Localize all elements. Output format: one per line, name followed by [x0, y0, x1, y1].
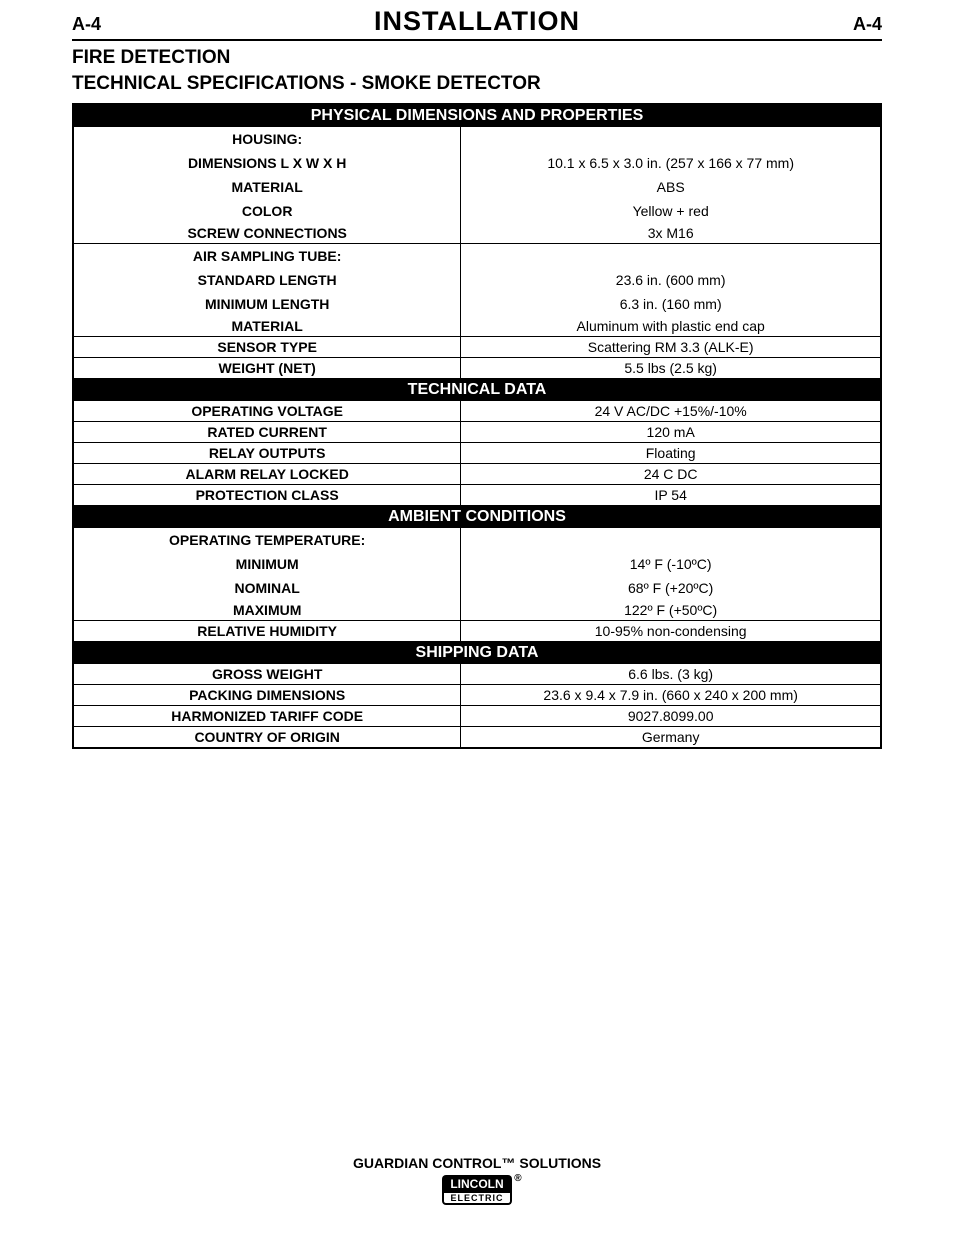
spec-value: IP 54 — [461, 485, 881, 506]
page-container: A-4 INSTALLATION A-4 FIRE DETECTION TECH… — [0, 0, 954, 1235]
spec-value: 23.6 x 9.4 x 7.9 in. (660 x 240 x 200 mm… — [461, 685, 881, 706]
housing-header-row: HOUSING: — [73, 127, 881, 151]
spec-value: 6.3 in. (160 mm) — [461, 292, 881, 316]
spec-label: MINIMUM — [73, 552, 461, 576]
spec-label: STANDARD LENGTH — [73, 268, 461, 292]
page-title: INSTALLATION — [374, 6, 580, 37]
spec-label: PROTECTION CLASS — [73, 485, 461, 506]
air-tube-header-row: AIR SAMPLING TUBE: — [73, 244, 881, 269]
spec-value: ABS — [461, 175, 881, 199]
spec-label: ALARM RELAY LOCKED — [73, 464, 461, 485]
spec-label: HARMONIZED TARIFF CODE — [73, 706, 461, 727]
spec-value: 10-95% non-condensing — [461, 621, 881, 642]
table-row: RELAY OUTPUTS Floating — [73, 443, 881, 464]
spec-value: 24 V AC/DC +15%/-10% — [461, 401, 881, 422]
table-row: PACKING DIMENSIONS 23.6 x 9.4 x 7.9 in. … — [73, 685, 881, 706]
spec-value: 3x M16 — [461, 223, 881, 244]
table-row: MINIMUM 14º F (-10ºC) — [73, 552, 881, 576]
header-left-code: A-4 — [72, 14, 101, 35]
logo-bottom-text: ELECTRIC — [442, 1193, 511, 1205]
spec-label: RELATIVE HUMIDITY — [73, 621, 461, 642]
group-value — [461, 127, 881, 151]
table-row: MATERIAL ABS — [73, 175, 881, 199]
logo-top-text: LINCOLN® — [442, 1175, 511, 1193]
spec-label: MINIMUM LENGTH — [73, 292, 461, 316]
spec-label: GROSS WEIGHT — [73, 664, 461, 685]
page-footer: GUARDIAN CONTROL™ SOLUTIONS LINCOLN® ELE… — [72, 1115, 882, 1215]
spec-value: Germany — [461, 727, 881, 749]
footer-brand-line: GUARDIAN CONTROL™ SOLUTIONS — [72, 1155, 882, 1171]
table-row: MATERIAL Aluminum with plastic end cap — [73, 316, 881, 337]
registered-icon: ® — [514, 1173, 521, 1184]
table-row: RELATIVE HUMIDITY 10-95% non-condensing — [73, 621, 881, 642]
table-row: MINIMUM LENGTH 6.3 in. (160 mm) — [73, 292, 881, 316]
table-row: STANDARD LENGTH 23.6 in. (600 mm) — [73, 268, 881, 292]
spec-label: MATERIAL — [73, 316, 461, 337]
group-label: OPERATING TEMPERATURE: — [73, 528, 461, 552]
table-row: ALARM RELAY LOCKED 24 C DC — [73, 464, 881, 485]
specifications-table: PHYSICAL DIMENSIONS AND PROPERTIES HOUSI… — [72, 103, 882, 749]
spec-label: WEIGHT (NET) — [73, 358, 461, 379]
spec-value: 23.6 in. (600 mm) — [461, 268, 881, 292]
section-ambient-header: AMBIENT CONDITIONS — [73, 506, 881, 529]
spec-value: 6.6 lbs. (3 kg) — [461, 664, 881, 685]
spec-value: 9027.8099.00 — [461, 706, 881, 727]
spec-label: DIMENSIONS L X W X H — [73, 151, 461, 175]
table-row: MAXIMUM 122º F (+50ºC) — [73, 600, 881, 621]
spec-label: RATED CURRENT — [73, 422, 461, 443]
spec-value: Floating — [461, 443, 881, 464]
group-value — [461, 528, 881, 552]
section-title: PHYSICAL DIMENSIONS AND PROPERTIES — [73, 104, 881, 127]
header-right-code: A-4 — [853, 14, 882, 35]
table-row: RATED CURRENT 120 mA — [73, 422, 881, 443]
spec-label: SCREW CONNECTIONS — [73, 223, 461, 244]
spec-value: 120 mA — [461, 422, 881, 443]
spec-label: OPERATING VOLTAGE — [73, 401, 461, 422]
spec-label: COUNTRY OF ORIGIN — [73, 727, 461, 749]
spec-value: 14º F (-10ºC) — [461, 552, 881, 576]
spec-value: 68º F (+20ºC) — [461, 576, 881, 600]
spec-label: PACKING DIMENSIONS — [73, 685, 461, 706]
group-label: HOUSING: — [73, 127, 461, 151]
section-technical-header: TECHNICAL DATA — [73, 379, 881, 402]
group-label: AIR SAMPLING TUBE: — [73, 244, 461, 269]
spec-value: 10.1 x 6.5 x 3.0 in. (257 x 166 x 77 mm) — [461, 151, 881, 175]
table-row: PROTECTION CLASS IP 54 — [73, 485, 881, 506]
spec-label: RELAY OUTPUTS — [73, 443, 461, 464]
subtitle-line-2: TECHNICAL SPECIFICATIONS - SMOKE DETECTO… — [72, 73, 882, 95]
spec-value: Scattering RM 3.3 (ALK-E) — [461, 337, 881, 358]
section-title: AMBIENT CONDITIONS — [73, 506, 881, 529]
section-shipping-header: SHIPPING DATA — [73, 642, 881, 665]
table-row: NOMINAL 68º F (+20ºC) — [73, 576, 881, 600]
page-header: A-4 INSTALLATION A-4 — [72, 6, 882, 41]
group-value — [461, 244, 881, 269]
table-row: OPERATING VOLTAGE 24 V AC/DC +15%/-10% — [73, 401, 881, 422]
section-physical-header: PHYSICAL DIMENSIONS AND PROPERTIES — [73, 104, 881, 127]
table-row: COUNTRY OF ORIGIN Germany — [73, 727, 881, 749]
table-row: SCREW CONNECTIONS 3x M16 — [73, 223, 881, 244]
table-row: COLOR Yellow + red — [73, 199, 881, 223]
table-row: HARMONIZED TARIFF CODE 9027.8099.00 — [73, 706, 881, 727]
spec-value: Aluminum with plastic end cap — [461, 316, 881, 337]
table-row: SENSOR TYPE Scattering RM 3.3 (ALK-E) — [73, 337, 881, 358]
table-row: WEIGHT (NET) 5.5 lbs (2.5 kg) — [73, 358, 881, 379]
spec-label: COLOR — [73, 199, 461, 223]
spec-value: 122º F (+50ºC) — [461, 600, 881, 621]
spec-value: 5.5 lbs (2.5 kg) — [461, 358, 881, 379]
section-title: SHIPPING DATA — [73, 642, 881, 665]
temperature-header-row: OPERATING TEMPERATURE: — [73, 528, 881, 552]
lincoln-logo: LINCOLN® ELECTRIC — [442, 1175, 511, 1205]
spec-value: 24 C DC — [461, 464, 881, 485]
spec-label: SENSOR TYPE — [73, 337, 461, 358]
logo-top-label: LINCOLN — [450, 1177, 503, 1191]
spec-value: Yellow + red — [461, 199, 881, 223]
spec-label: NOMINAL — [73, 576, 461, 600]
subtitle-line-1: FIRE DETECTION — [72, 47, 882, 69]
section-title: TECHNICAL DATA — [73, 379, 881, 402]
table-row: DIMENSIONS L X W X H 10.1 x 6.5 x 3.0 in… — [73, 151, 881, 175]
table-row: GROSS WEIGHT 6.6 lbs. (3 kg) — [73, 664, 881, 685]
spec-label: MAXIMUM — [73, 600, 461, 621]
spec-label: MATERIAL — [73, 175, 461, 199]
